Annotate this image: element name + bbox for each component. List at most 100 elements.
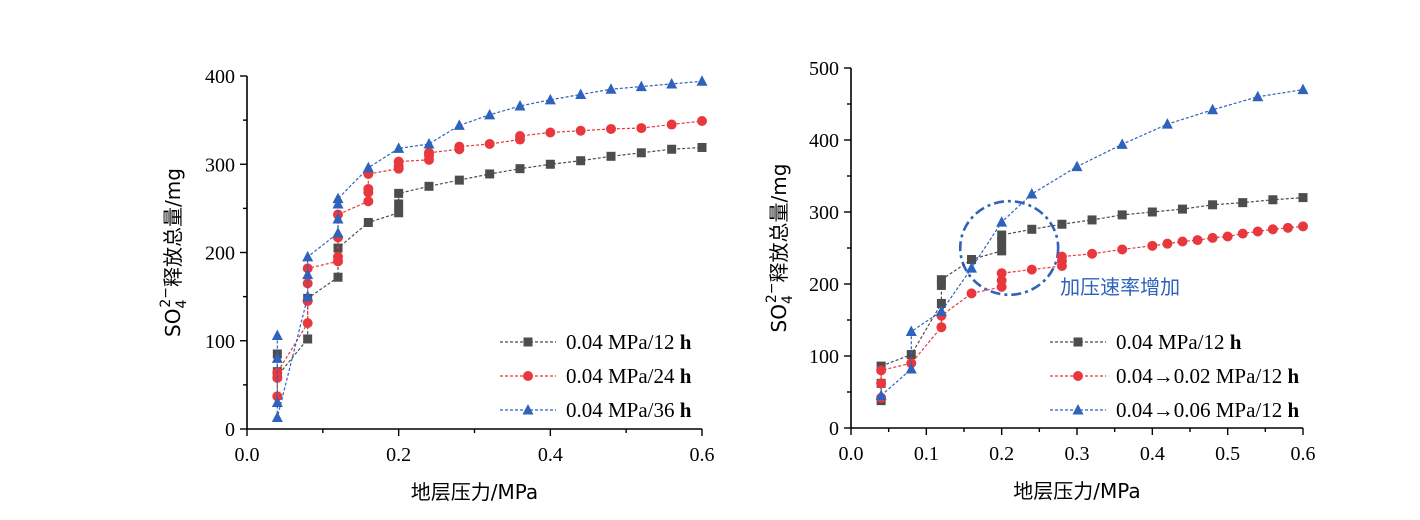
x-tick-label: 0.4 [1140, 443, 1165, 465]
data-point [332, 197, 344, 209]
data-point [545, 159, 555, 169]
data-point [454, 141, 465, 152]
data-point [1252, 90, 1264, 102]
data-point [332, 227, 344, 238]
legend-item: 0.04→0.02 MPa/12 h [1050, 364, 1300, 388]
data-point [1087, 215, 1097, 225]
data-point [576, 156, 586, 166]
data-point [636, 123, 647, 134]
data-point [393, 142, 405, 153]
x-tick-label: 0.2 [386, 444, 411, 466]
data-point [906, 350, 916, 360]
legend-item: 0.04→0.06 MPa/12 h [1050, 398, 1300, 422]
x-tick-label: 0.4 [538, 444, 563, 466]
data-point [393, 156, 404, 167]
series-2 [876, 221, 1308, 403]
data-point [514, 100, 526, 111]
data-point [575, 88, 587, 100]
data-point [1177, 236, 1188, 247]
data-point [1222, 231, 1233, 242]
data-point [876, 365, 887, 376]
chart-right: 0.0 0.1 0.2 0.3 0.4 0.5 0.6 0 100 200 300 400 500 地层压… [764, 58, 1316, 503]
data-point [876, 378, 887, 389]
data-point [1208, 200, 1218, 210]
data-point [1282, 222, 1293, 233]
series-line [880, 225, 1304, 398]
legend-label: 0.04 MPa/36 h [566, 398, 692, 422]
y-tick-label: 400 [205, 66, 235, 88]
legend-item: 0.04 MPa/12 h [500, 330, 692, 354]
data-point [394, 208, 404, 218]
y-tick-label: 300 [809, 202, 839, 224]
x-tick-label: 0.6 [690, 444, 715, 466]
data-point [1297, 83, 1309, 95]
data-point [606, 123, 616, 134]
data-point [1117, 244, 1128, 255]
data-point [484, 108, 496, 120]
y-tick-label: 0 [225, 419, 235, 441]
y-tick-label: 200 [809, 274, 839, 296]
y-tick-label: 200 [205, 243, 235, 265]
legend: 0.04 MPa/12 h 0.04 MPa/24 h 0.04 MPa/36 h [500, 330, 692, 422]
legend-marker [523, 371, 533, 381]
legend-marker [1073, 371, 1083, 381]
legend-label: 0.04 MPa/12 h [566, 330, 692, 354]
data-point [1192, 235, 1203, 246]
y-tick-label: 0 [829, 418, 839, 440]
data-point [1237, 228, 1248, 239]
data-point [966, 262, 978, 273]
legend-label: 0.04 MPa/24 h [566, 364, 692, 388]
x-tick-label: 0.6 [1291, 443, 1316, 465]
data-point [303, 334, 313, 344]
data-point [605, 83, 617, 94]
data-point [454, 175, 464, 185]
x-tick-label: 0.5 [1215, 443, 1240, 465]
legend-label: 0.04 MPa/12 h [1116, 330, 1242, 354]
data-point [966, 288, 977, 299]
data-point [1207, 232, 1218, 243]
y-axis-title: SO42−释放总量/mg [764, 164, 796, 333]
data-point [302, 250, 314, 262]
data-point [394, 199, 404, 209]
data-point [424, 147, 434, 158]
data-point [515, 131, 525, 142]
data-point [485, 169, 495, 179]
chart-left: 0.0 0.2 0.4 0.6 0 100 200 300 400 地层压力/MPa SO42−释放… [158, 66, 715, 504]
x-tick-label: 0.0 [839, 443, 864, 465]
data-point [271, 411, 283, 423]
data-point [423, 137, 435, 149]
x-axis-title: 地层压力/MPa [1013, 479, 1140, 503]
series-line [880, 197, 1304, 401]
data-point [1057, 219, 1067, 229]
legend-marker [523, 337, 533, 347]
data-point [1268, 195, 1278, 205]
legend-item: 0.04 MPa/12 h [1050, 330, 1242, 354]
data-point [363, 217, 373, 227]
data-point [1267, 224, 1278, 235]
data-point [936, 322, 947, 333]
y-axis-title: SO42−释放总量/mg [158, 168, 190, 337]
series-3 [271, 75, 708, 423]
data-point [905, 325, 917, 337]
data-point [271, 329, 283, 340]
series-2 [272, 116, 707, 402]
data-point [1116, 138, 1128, 149]
series-3 [875, 83, 1309, 401]
data-point [1026, 188, 1038, 199]
data-point [302, 318, 313, 329]
data-point [1117, 210, 1127, 220]
data-point [1147, 240, 1158, 251]
data-point [1071, 160, 1083, 172]
data-point [362, 161, 374, 173]
x-tick-label: 0.3 [1065, 443, 1090, 465]
data-point [515, 164, 525, 174]
data-point [1207, 103, 1219, 115]
data-point [996, 275, 1007, 286]
data-point [936, 298, 946, 308]
legend-marker [1072, 404, 1084, 415]
data-point [302, 263, 313, 274]
x-tick-label: 0.2 [989, 443, 1014, 465]
data-point [394, 188, 404, 198]
y-tick-label: 100 [205, 331, 235, 353]
